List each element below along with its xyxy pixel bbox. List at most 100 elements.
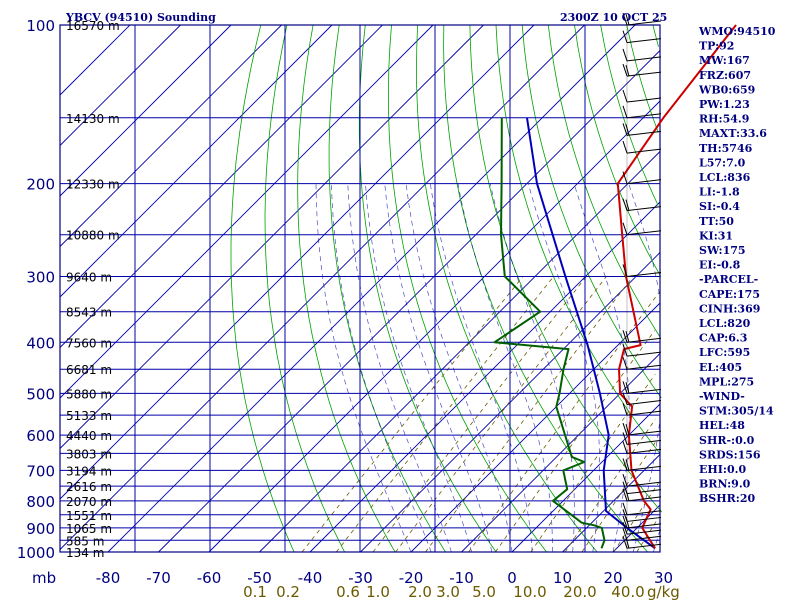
height-label: 5133 m: [66, 409, 112, 423]
temperature-tick-label: -30: [348, 569, 373, 587]
temperature-tick-label: -20: [399, 569, 424, 587]
wind-barb: [622, 473, 662, 487]
time-title: 2300Z 10 OCT 25: [560, 11, 667, 24]
height-label: 2616 m: [66, 480, 112, 494]
sounding-index: CAPE:175: [699, 288, 760, 301]
pressure-tick-label: 600: [26, 427, 55, 445]
height-label: 1065 m: [66, 522, 112, 536]
moist-adiabat-line: [315, 183, 412, 553]
temperature-line: [616, 24, 737, 549]
pressure-tick-label: 300: [26, 268, 55, 286]
isotherm-line: [59, 24, 333, 298]
sounding-index: LI:-1.8: [699, 186, 740, 199]
sounding-index: LFC:595: [699, 346, 750, 359]
isotherm-line: [59, 24, 434, 399]
mixing-ratio-tick-label: 5.0: [472, 583, 496, 600]
sounding-index: L57:7.0: [699, 156, 746, 169]
sounding-index: TH:5746: [699, 142, 753, 155]
dry-adiabat-line: [521, 24, 662, 399]
temperature-tick-label: -80: [96, 569, 121, 587]
wind-barb: [622, 432, 662, 445]
isotherm-line: [59, 24, 535, 500]
mixing-ratio-tick-label: 0.6: [336, 583, 360, 600]
plot-frame: [59, 24, 661, 553]
isotherm-line: [59, 24, 282, 247]
isotherm-line: [59, 24, 232, 197]
height-label: 10880 m: [66, 229, 120, 243]
wind-barb: [622, 481, 662, 495]
height-label: 9640 m: [66, 270, 112, 284]
height-label: 2070 m: [66, 495, 112, 509]
wind-barb: [622, 357, 662, 370]
sounding-index: FRZ:607: [699, 69, 751, 82]
isotherm-line: [259, 151, 661, 553]
temperature-tick-label: -40: [298, 569, 323, 587]
sounding-index: SW:175: [699, 244, 746, 257]
sounding-index: -PARCEL-: [699, 273, 758, 286]
mixing-ratio-tick-label: 0.2: [276, 583, 300, 600]
sounding-index: MAXT:33.6: [699, 127, 767, 140]
mixing-ratio-tick-label: 10.0: [513, 583, 546, 600]
mixing-ratio-line: [613, 482, 659, 553]
wind-barb: [622, 441, 662, 454]
wind-barb: [622, 171, 662, 185]
temperature-tick-label: 30: [654, 569, 673, 587]
dry-adiabat-line: [652, 24, 659, 47]
mixing-ratio-line: [468, 290, 661, 553]
temperature-tick-label: -50: [247, 569, 272, 587]
pressure-tick-label: 900: [26, 520, 55, 538]
wind-barb: [622, 140, 662, 154]
wind-barb: [622, 344, 662, 357]
wind-barb: [622, 105, 662, 119]
mixing-ratio-line: [301, 276, 524, 553]
sounding-index: EHI:0.0: [699, 463, 746, 476]
wind-barb: [622, 123, 662, 136]
pressure-tick-label: 200: [26, 176, 55, 194]
height-label: 3194 m: [66, 464, 112, 478]
pressure-unit-label: mb: [32, 569, 56, 587]
height-label: 1551 m: [66, 509, 112, 523]
moist-adiabat-line: [384, 183, 493, 553]
dry-adiabat-line: [328, 24, 446, 553]
wind-barb: [622, 403, 662, 416]
wind-barb: [622, 264, 662, 277]
wind-barb: [622, 30, 662, 44]
dry-adiabat-line: [469, 24, 663, 513]
moist-adiabat-line: [405, 183, 513, 553]
pressure-tick-label: 100: [26, 17, 55, 35]
wind-barb: [622, 381, 662, 394]
moist-adiabat-line: [489, 183, 575, 553]
dewpoint-trace: [493, 117, 606, 549]
sounding-index: SHR-:0.0: [699, 434, 755, 447]
wind-barb: [622, 89, 662, 103]
mixing-ratio-tick-label: 0.1: [243, 583, 267, 600]
pressure-tick-label: 800: [26, 493, 55, 511]
isotherm-line: [107, 24, 636, 553]
sounding-index: LCL:836: [699, 171, 751, 184]
sounding-index: BRN:9.0: [699, 478, 751, 491]
height-label: 585 m: [66, 534, 104, 548]
parcel-line: [526, 117, 656, 550]
mixing-ratio-tick-label: 40.0: [611, 583, 644, 600]
sounding-index: TT:50: [699, 215, 734, 228]
mixing-ratio-tick-label: 3.0: [436, 583, 460, 600]
height-label: 5880 m: [66, 387, 112, 401]
height-label: 6681 m: [66, 363, 112, 377]
isotherm-line: [158, 50, 661, 553]
parcel-trace: [526, 117, 656, 550]
dry-adiabat-line: [547, 24, 661, 337]
isotherm-line: [59, 24, 484, 449]
wind-barb: [622, 536, 662, 549]
moist-adiabat-line: [365, 183, 472, 553]
isotherm-line: [59, 24, 383, 348]
mixing-ratio-line: [335, 276, 555, 553]
mixing-ratio-line: [425, 276, 634, 553]
wind-barb: [622, 502, 662, 516]
mixing-ratio-line: [395, 276, 607, 553]
height-label: 8543 m: [66, 306, 112, 320]
isotherm-line: [410, 302, 661, 553]
mixing-ratio-unit-label: g/kg: [647, 583, 680, 600]
mixing-ratio-line: [495, 330, 656, 553]
moist-adiabat-line: [628, 183, 661, 553]
wind-barb: [622, 330, 662, 343]
